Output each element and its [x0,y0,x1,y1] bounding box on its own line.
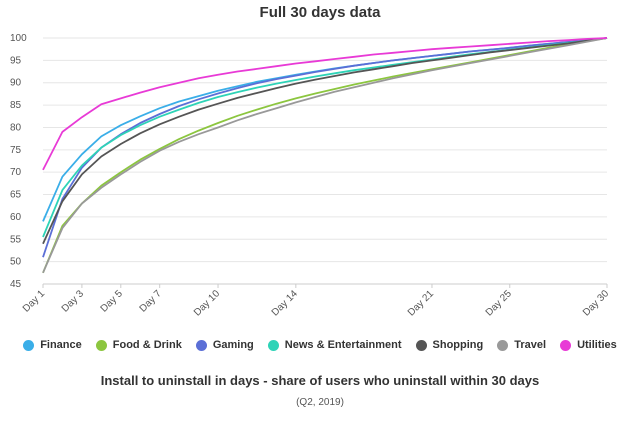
series-line-news-entertainment [42,37,608,238]
legend-label: Utilities [577,339,617,351]
chart-note: (Q2, 2019) [296,397,344,408]
x-tick-label: Day 7 [138,288,165,315]
legend-marker-icon [95,339,107,351]
legend-item[interactable]: Finance [23,339,82,351]
series-line-shopping [42,37,608,245]
legend-label: Gaming [212,339,254,351]
x-tick-label: Day 21 [406,288,436,318]
legend-label: Food & Drink [112,339,182,351]
legend-marker-icon [267,339,279,351]
y-tick-label: 100 [10,33,27,44]
series-line-gaming [42,37,608,258]
series-line-travel [42,37,608,274]
legend-marker-icon [560,339,572,351]
x-tick-label: Day 30 [581,288,611,318]
y-tick-label: 60 [10,212,22,223]
legend-marker-icon [195,339,207,351]
y-tick-label: 55 [10,234,22,245]
y-tick-label: 45 [10,279,22,290]
y-tick-label: 90 [10,78,22,89]
series-line-utilities [42,37,608,171]
x-tick-label: Day 3 [60,288,87,315]
legend-item[interactable]: Food & Drink [95,339,182,351]
legend-item[interactable]: Utilities [560,339,617,351]
y-tick-label: 80 [10,122,22,133]
x-tick-label: Day 25 [484,288,514,318]
x-tick-label: Day 14 [270,288,300,318]
legend-item[interactable]: Gaming [195,339,254,351]
legend-item[interactable]: Travel [497,339,546,351]
legend-label: Travel [514,339,547,351]
chart-title: Full 30 days data [259,4,381,21]
legend-marker-icon [497,339,509,351]
y-tick-label: 65 [10,190,22,201]
chart-subtitle: Install to uninstall in days - share of … [100,373,540,388]
x-tick-label: Day 10 [192,288,222,318]
chart-legend: Finance Food & Drink Gaming News & Entertai… [0,339,640,351]
y-tick-label: 75 [10,145,22,156]
legend-label: Finance [40,339,82,351]
legend-marker-icon [23,339,35,351]
legend-item[interactable]: Shopping [415,339,484,351]
y-tick-label: 50 [10,257,22,268]
legend-label: Shopping [432,339,484,351]
y-tick-label: 85 [10,100,22,111]
legend-label: News & Entertainment [284,339,402,351]
y-tick-label: 70 [10,167,22,178]
series-line-food-drink [42,37,608,274]
y-tick-label: 95 [10,55,22,66]
x-tick-label: Day 5 [99,288,126,315]
legend-item[interactable]: News & Entertainment [267,339,402,351]
legend-marker-icon [415,339,427,351]
line-chart: 45 50 55 60 65 70 75 80 85 90 95 100 Day 1 Day 3 Day 5… [10,33,611,319]
x-tick-label: Day 1 [21,288,48,315]
